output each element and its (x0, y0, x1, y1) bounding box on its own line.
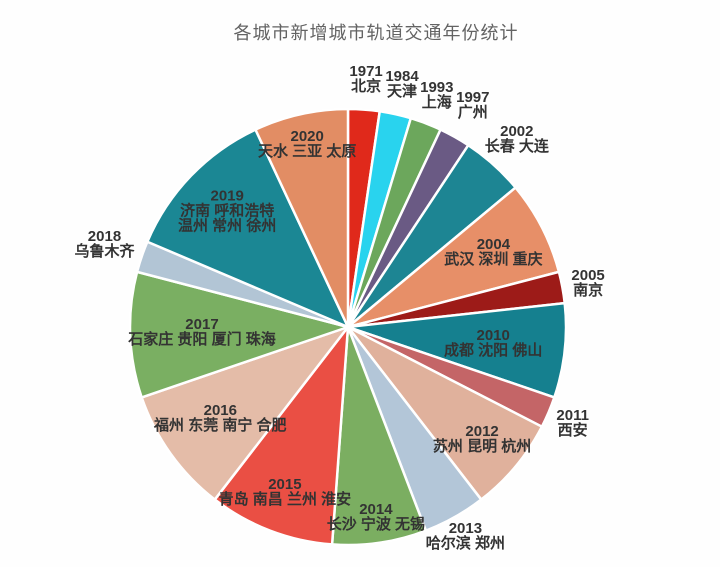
pie-slice-2020 (254, 107, 350, 329)
pie-slice-2019 (146, 128, 350, 329)
pie-slice-2016 (140, 325, 350, 501)
chart-title: 各城市新增城市轨道交通年份统计 (233, 23, 519, 43)
pie-slice-2017 (128, 270, 350, 399)
pie-slice-2015 (213, 325, 350, 546)
